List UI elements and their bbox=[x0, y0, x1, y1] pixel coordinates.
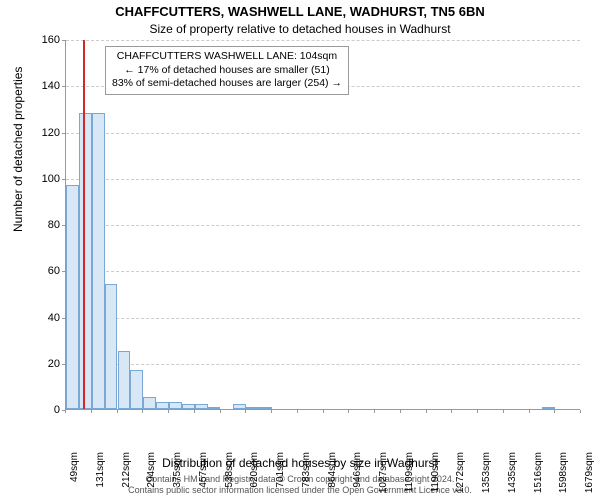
y-tick-mark bbox=[62, 179, 65, 180]
x-tick-mark bbox=[554, 410, 555, 413]
x-tick-mark bbox=[503, 410, 504, 413]
y-tick-label: 20 bbox=[30, 358, 60, 370]
y-tick-mark bbox=[62, 318, 65, 319]
reference-line bbox=[83, 40, 85, 409]
x-tick-label: 294sqm bbox=[146, 452, 157, 488]
histogram-bar bbox=[542, 407, 555, 409]
x-tick-mark bbox=[117, 410, 118, 413]
chart-title-main: CHAFFCUTTERS, WASHWELL LANE, WADHURST, T… bbox=[0, 4, 600, 19]
grid-line bbox=[66, 271, 580, 272]
x-tick-mark bbox=[426, 410, 427, 413]
x-tick-mark bbox=[580, 410, 581, 413]
x-tick-mark bbox=[297, 410, 298, 413]
y-tick-label: 160 bbox=[30, 34, 60, 46]
x-tick-label: 212sqm bbox=[121, 452, 132, 488]
y-tick-label: 120 bbox=[30, 127, 60, 139]
histogram-bar bbox=[105, 284, 118, 409]
x-tick-label: 1679sqm bbox=[584, 452, 595, 493]
x-tick-label: 1598sqm bbox=[558, 452, 569, 493]
grid-line bbox=[66, 364, 580, 365]
histogram-bar bbox=[259, 407, 272, 409]
x-tick-label: 49sqm bbox=[69, 452, 80, 482]
x-tick-label: 783sqm bbox=[301, 452, 312, 488]
x-tick-label: 620sqm bbox=[249, 452, 260, 488]
x-tick-mark bbox=[451, 410, 452, 413]
x-tick-label: 1027sqm bbox=[378, 452, 389, 493]
x-tick-label: 864sqm bbox=[327, 452, 338, 488]
info-line-2: ← 17% of detached houses are smaller (51… bbox=[112, 64, 342, 78]
grid-line bbox=[66, 225, 580, 226]
x-tick-label: 1272sqm bbox=[455, 452, 466, 493]
histogram-bar bbox=[208, 407, 221, 409]
x-tick-label: 1109sqm bbox=[404, 452, 415, 492]
x-tick-mark bbox=[348, 410, 349, 413]
x-tick-label: 1353sqm bbox=[481, 452, 492, 493]
x-tick-label: 701sqm bbox=[275, 452, 286, 488]
x-tick-mark bbox=[220, 410, 221, 413]
grid-line bbox=[66, 133, 580, 134]
x-tick-mark bbox=[65, 410, 66, 413]
grid-line bbox=[66, 40, 580, 41]
y-tick-mark bbox=[62, 271, 65, 272]
x-tick-label: 131sqm bbox=[95, 452, 106, 488]
histogram-bar bbox=[195, 404, 208, 409]
info-line-3: 83% of semi-detached houses are larger (… bbox=[112, 77, 342, 91]
y-tick-mark bbox=[62, 364, 65, 365]
y-tick-label: 100 bbox=[30, 173, 60, 185]
info-line-1: CHAFFCUTTERS WASHWELL LANE: 104sqm bbox=[112, 50, 342, 64]
x-tick-mark bbox=[323, 410, 324, 413]
histogram-bar bbox=[182, 404, 195, 409]
y-tick-mark bbox=[62, 133, 65, 134]
histogram-bar bbox=[169, 402, 182, 409]
x-tick-label: 946sqm bbox=[352, 452, 363, 488]
histogram-bar bbox=[79, 113, 92, 409]
grid-line bbox=[66, 318, 580, 319]
y-tick-label: 40 bbox=[30, 312, 60, 324]
histogram-bar bbox=[143, 397, 156, 409]
plot-area bbox=[65, 40, 580, 410]
y-tick-label: 60 bbox=[30, 265, 60, 277]
x-tick-mark bbox=[529, 410, 530, 413]
info-box: CHAFFCUTTERS WASHWELL LANE: 104sqm ← 17%… bbox=[105, 46, 349, 95]
chart-title-sub: Size of property relative to detached ho… bbox=[0, 22, 600, 36]
x-tick-mark bbox=[477, 410, 478, 413]
histogram-bar bbox=[66, 185, 79, 409]
histogram-bar bbox=[246, 407, 259, 409]
y-tick-mark bbox=[62, 86, 65, 87]
x-tick-label: 538sqm bbox=[224, 452, 235, 488]
histogram-bar bbox=[233, 404, 246, 409]
y-axis-label: Number of detached properties bbox=[11, 67, 25, 232]
x-tick-mark bbox=[168, 410, 169, 413]
x-tick-label: 1516sqm bbox=[533, 452, 544, 493]
x-tick-mark bbox=[194, 410, 195, 413]
grid-line bbox=[66, 179, 580, 180]
y-tick-label: 80 bbox=[30, 219, 60, 231]
histogram-bar bbox=[118, 351, 131, 409]
x-tick-mark bbox=[400, 410, 401, 413]
y-tick-mark bbox=[62, 225, 65, 226]
histogram-bar bbox=[92, 113, 105, 409]
x-tick-label: 1190sqm bbox=[430, 452, 441, 492]
x-tick-label: 457sqm bbox=[198, 452, 209, 488]
x-tick-mark bbox=[91, 410, 92, 413]
x-tick-label: 375sqm bbox=[172, 452, 183, 488]
chart-container: CHAFFCUTTERS, WASHWELL LANE, WADHURST, T… bbox=[0, 0, 600, 500]
y-tick-label: 0 bbox=[30, 404, 60, 416]
x-tick-mark bbox=[142, 410, 143, 413]
histogram-bar bbox=[156, 402, 169, 409]
x-tick-mark bbox=[271, 410, 272, 413]
y-tick-mark bbox=[62, 40, 65, 41]
x-tick-mark bbox=[245, 410, 246, 413]
x-tick-mark bbox=[374, 410, 375, 413]
x-tick-label: 1435sqm bbox=[507, 452, 518, 493]
y-tick-label: 140 bbox=[30, 80, 60, 92]
histogram-bar bbox=[130, 370, 143, 409]
